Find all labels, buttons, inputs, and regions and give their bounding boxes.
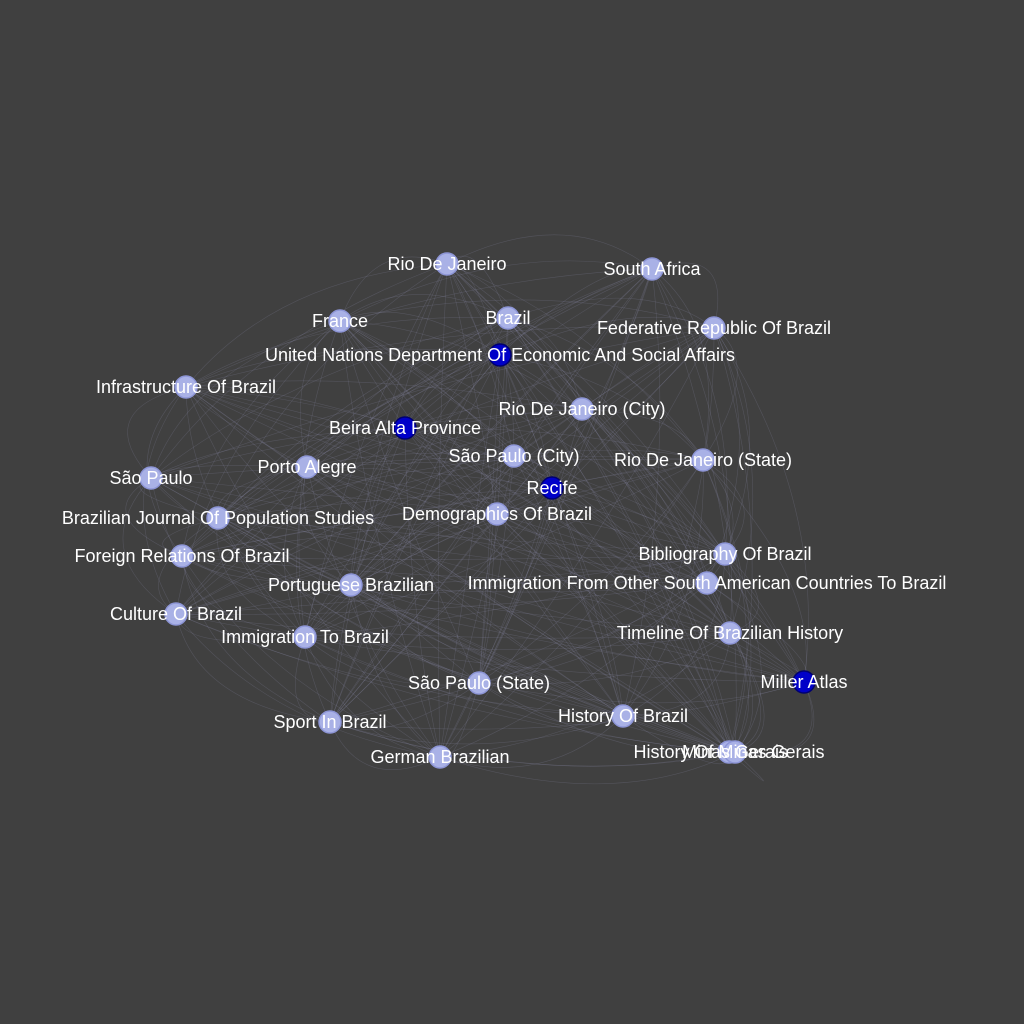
edge [703, 460, 806, 682]
node-label-immigration-to-brazil: Immigration To Brazil [221, 627, 389, 647]
node-label-beira-alta-province: Beira Alta Province [329, 418, 481, 438]
edge [440, 355, 500, 757]
node-label-timeline-of-brazilian-history: Timeline Of Brazilian History [617, 623, 843, 643]
node-label-recife: Recife [526, 478, 577, 498]
node-label-sao-paulo-city: São Paulo (City) [448, 446, 579, 466]
node-label-porto-alegre: Porto Alegre [257, 457, 356, 477]
node-label-brazil: Brazil [485, 308, 530, 328]
node-label-culture-of-brazil: Culture Of Brazil [110, 604, 242, 624]
node-label-sao-paulo: São Paulo [109, 468, 192, 488]
node-label-rio-de-janeiro-city: Rio De Janeiro (City) [498, 399, 665, 419]
edge [128, 387, 186, 478]
edge [295, 637, 330, 722]
node-label-bibliography-of-brazil: Bibliography Of Brazil [638, 544, 811, 564]
node-label-infrastructure-of-brazil: Infrastructure Of Brazil [96, 377, 276, 397]
node-label-foreign-relations-of-brazil: Foreign Relations Of Brazil [74, 546, 289, 566]
node-label-rio-de-janeiro: Rio De Janeiro [387, 254, 506, 274]
node-label-rio-de-janeiro-state: Rio De Janeiro (State) [614, 450, 792, 470]
edge [729, 633, 761, 752]
node-label-brazilian-journal-of-population-studies: Brazilian Journal Of Population Studies [62, 508, 374, 528]
node-label-demographics-of-brazil: Demographics Of Brazil [402, 504, 592, 524]
node-label-sao-paulo-state: São Paulo (State) [408, 673, 550, 693]
label-layer: Rio De Janeiro South Africa France Brazil Fe… [62, 254, 947, 767]
node-label-miller-atlas: Miller Atlas [760, 672, 847, 692]
node-label-portuguese-brazilian: Portuguese Brazilian [268, 575, 434, 595]
edge [703, 460, 751, 752]
node-label-federative-republic-of-brazil: Federative Republic Of Brazil [597, 318, 831, 338]
node-label-france: France [312, 311, 368, 331]
node-label-minas-gerais: Minas Gerais [682, 742, 788, 762]
edge [340, 321, 582, 409]
edge [143, 387, 186, 614]
node-label-german-brazilian: German Brazilian [370, 747, 509, 767]
node-label-un-desa: United Nations Department Of Economic An… [265, 345, 735, 365]
node-label-history-of-brazil: History Of Brazil [558, 706, 688, 726]
node-label-immigration-from-other-south-american-countries: Immigration From Other South American Co… [468, 573, 947, 593]
node-label-sport-in-brazil: Sport In Brazil [273, 712, 386, 732]
edge [707, 583, 753, 752]
edge [405, 318, 508, 428]
node-label-south-africa: South Africa [603, 259, 701, 279]
